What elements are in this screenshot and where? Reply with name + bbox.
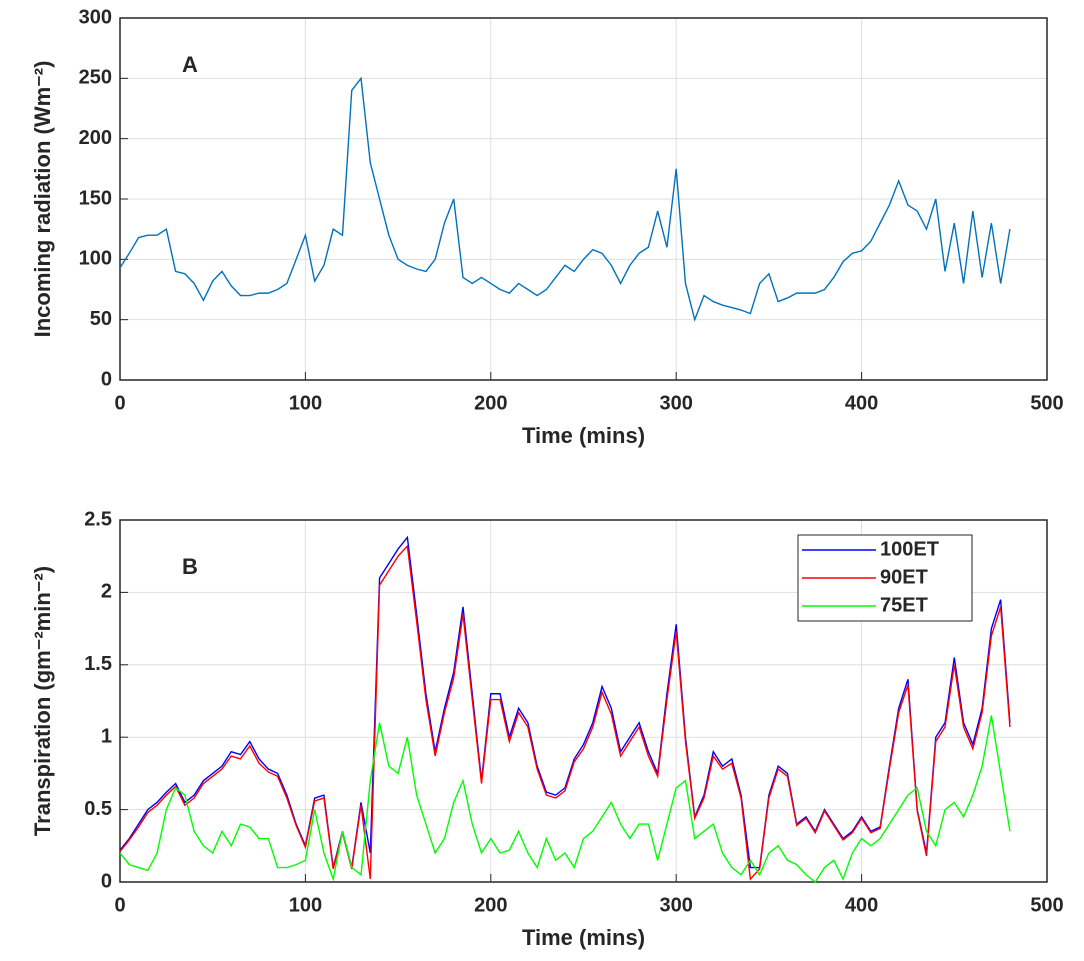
- series-line: [119, 544, 1011, 881]
- x-tick-label: 200: [474, 392, 507, 414]
- series-line: [119, 76, 1011, 322]
- x-tick-label: 500: [1030, 392, 1063, 414]
- axes-box: [119, 17, 1048, 381]
- y-tick-label: 2.5: [84, 508, 112, 530]
- panel-label: B: [182, 554, 198, 579]
- x-tick-label: 100: [289, 894, 322, 916]
- x-tick-label: 200: [474, 894, 507, 916]
- y-tick-label: 150: [79, 187, 112, 209]
- y-axis-label: Incoming radiation (Wm⁻²): [30, 61, 55, 338]
- panel-label: A: [182, 52, 198, 77]
- axes-box: [119, 519, 1048, 883]
- x-tick-label: 500: [1030, 894, 1063, 916]
- y-tick-label: 300: [79, 6, 112, 28]
- y-tick-label: 250: [79, 67, 112, 89]
- x-tick-label: 0: [114, 392, 125, 414]
- x-tick-label: 400: [845, 392, 878, 414]
- y-tick-label: 1.5: [84, 653, 112, 675]
- x-axis-label: Time (mins): [522, 423, 645, 448]
- y-tick-label: 2: [101, 581, 112, 603]
- x-tick-label: 100: [289, 392, 322, 414]
- y-axis-label: Transpiration (gm⁻²min⁻²): [30, 566, 55, 836]
- y-tick-label: 0: [101, 368, 112, 390]
- x-tick-label: 400: [845, 894, 878, 916]
- series-line: [119, 535, 1011, 869]
- y-tick-label: 100: [79, 248, 112, 270]
- y-tick-label: 0: [101, 870, 112, 892]
- legend-label: 100ET: [880, 538, 939, 560]
- legend-label: 90ET: [880, 566, 928, 588]
- y-tick-label: 50: [90, 308, 112, 330]
- legend-label: 75ET: [880, 594, 928, 616]
- x-axis-label: Time (mins): [522, 925, 645, 950]
- y-tick-label: 0.5: [84, 798, 112, 820]
- x-tick-label: 300: [660, 894, 693, 916]
- y-tick-label: 1: [101, 725, 112, 747]
- series-line: [119, 715, 1011, 884]
- y-tick-label: 200: [79, 127, 112, 149]
- x-tick-label: 300: [660, 392, 693, 414]
- x-tick-label: 0: [114, 894, 125, 916]
